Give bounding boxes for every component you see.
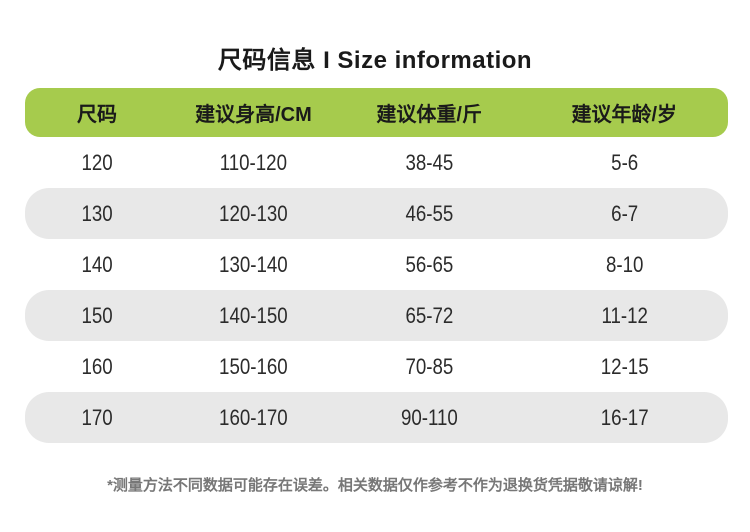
cell-age: 12-15 — [600, 353, 649, 379]
cell-size: 170 — [81, 404, 113, 430]
cell-weight: 90-110 — [400, 404, 458, 430]
cell-height: 160-170 — [219, 404, 288, 430]
table-header-row: 尺码 建议身高/CM 建议体重/斤 建议年龄/岁 — [25, 88, 728, 137]
table-row: 120 110-120 38-45 5-6 — [25, 137, 728, 188]
table-row: 150 140-150 65-72 11-12 — [25, 290, 728, 341]
cell-age: 11-12 — [601, 302, 648, 328]
cell-weight: 38-45 — [405, 149, 454, 175]
cell-size: 130 — [81, 200, 113, 226]
cell-age: 6-7 — [610, 200, 638, 226]
cell-height: 110-120 — [219, 149, 288, 175]
cell-age: 16-17 — [600, 404, 649, 430]
cell-height: 120-130 — [219, 200, 288, 226]
cell-height: 130-140 — [219, 251, 288, 277]
table-row: 140 130-140 56-65 8-10 — [25, 239, 728, 290]
cell-height: 140-150 — [219, 302, 288, 328]
cell-size: 160 — [81, 353, 113, 379]
cell-weight: 56-65 — [405, 251, 454, 277]
header-cell-size: 尺码 — [77, 104, 118, 126]
cell-size: 150 — [81, 302, 113, 328]
cell-age: 8-10 — [605, 251, 643, 277]
header-cell-age: 建议年龄/岁 — [571, 104, 678, 126]
cell-height: 150-160 — [219, 353, 288, 379]
table-row: 170 160-170 90-110 16-17 — [25, 392, 728, 443]
cell-weight: 70-85 — [405, 353, 454, 379]
cell-weight: 65-72 — [405, 302, 454, 328]
header-cell-weight: 建议体重/斤 — [376, 104, 482, 126]
table-row: 130 120-130 46-55 6-7 — [25, 188, 728, 239]
cell-size: 140 — [81, 251, 113, 277]
size-table: 尺码 建议身高/CM 建议体重/斤 建议年龄/岁 120 110-120 38-… — [25, 88, 728, 443]
page-title: 尺码信息 I Size information — [217, 47, 533, 74]
cell-size: 120 — [81, 149, 113, 175]
table-row: 160 150-160 70-85 12-15 — [25, 341, 728, 392]
header-cell-height: 建议身高/CM — [195, 104, 312, 126]
cell-weight: 46-55 — [405, 200, 454, 226]
cell-age: 5-6 — [610, 149, 638, 175]
measurement-disclaimer: *测量方法不同数据可能存在误差。相关数据仅作参考不作为退换货凭据敬请谅解! — [107, 477, 643, 494]
